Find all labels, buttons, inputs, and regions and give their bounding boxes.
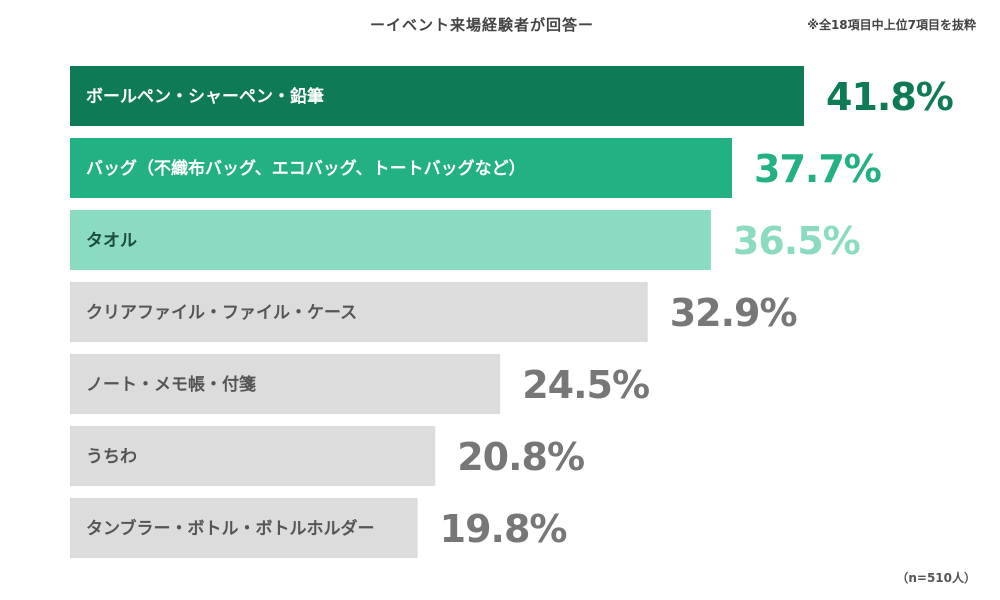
bar-value-4: 24.5% bbox=[522, 363, 649, 407]
bar-value-1: 37.7% bbox=[754, 147, 881, 191]
chart-note: ※全18項目中上位7項目を抜粋 bbox=[807, 18, 976, 32]
bar-3 bbox=[70, 282, 648, 342]
bar-0 bbox=[70, 66, 804, 126]
bar-value-3: 32.9% bbox=[670, 291, 797, 335]
bar-6 bbox=[70, 498, 418, 558]
bar-4 bbox=[70, 354, 501, 414]
bar-label-0: ボールペン・シャーペン・鉛筆 bbox=[86, 86, 324, 107]
bar-1 bbox=[70, 138, 733, 198]
sample-size-note: （n=510人） bbox=[896, 571, 976, 585]
bar-label-6: タンブラー・ボトル・ボトルホルダー bbox=[86, 518, 375, 539]
bar-label-3: クリアファイル・ファイル・ケース bbox=[86, 303, 357, 323]
bar-value-0: 41.8% bbox=[826, 75, 953, 119]
bar-value-6: 19.8% bbox=[440, 507, 567, 551]
chart-subtitle: ーイベント来場経験者が回答ー bbox=[370, 16, 595, 34]
bar-value-5: 20.8% bbox=[457, 435, 584, 479]
bar-label-2: タオル bbox=[86, 231, 137, 251]
bar-label-5: うちわ bbox=[86, 447, 137, 467]
bar-5 bbox=[70, 426, 436, 486]
bar-value-2: 36.5% bbox=[733, 219, 860, 263]
bar-label-1: バッグ（不織布バッグ、エコバッグ、トートバッグなど） bbox=[86, 158, 526, 179]
bar-2 bbox=[70, 210, 711, 270]
bar-label-4: ノート・メモ帳・付箋 bbox=[86, 374, 256, 395]
